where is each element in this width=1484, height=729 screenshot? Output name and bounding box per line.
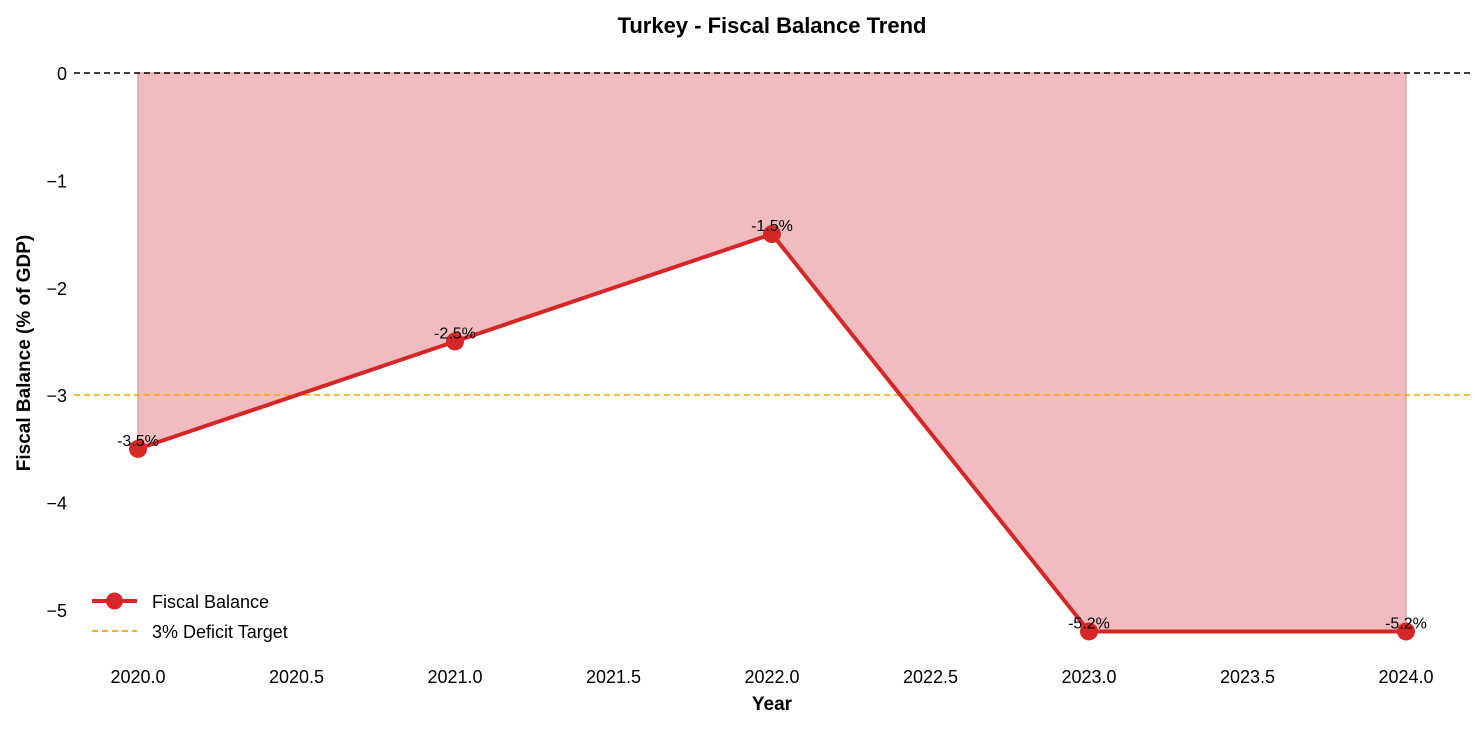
fiscal-balance-fill-area [137, 72, 1407, 633]
y-tick-label: −2 [46, 279, 67, 299]
x-tick-label: 2022.0 [744, 667, 799, 687]
legend-item-fiscal-balance: Fiscal Balance [92, 592, 269, 612]
data-points: -3.5% -2.5% -1.5% -5.2% -5.2% [117, 218, 1427, 641]
data-point-marker [446, 332, 464, 351]
y-tick-label: −4 [46, 494, 67, 514]
legend: Fiscal Balance 3% Deficit Target [92, 592, 288, 642]
x-tick-label: 2021.5 [586, 667, 641, 687]
legend-item-deficit-target: 3% Deficit Target [92, 622, 288, 642]
legend-label: Fiscal Balance [152, 592, 269, 612]
x-axis-label: Year [752, 694, 793, 715]
legend-label: 3% Deficit Target [152, 622, 288, 642]
y-tick-label: −5 [46, 601, 67, 621]
data-point-marker [1397, 622, 1415, 641]
y-axis-label: Fiscal Balance (% of GDP) [14, 235, 35, 472]
x-tick-label: 2021.0 [427, 667, 482, 687]
data-point-label: -2.5% [434, 326, 476, 343]
x-tick-label: 2023.5 [1220, 667, 1275, 687]
legend-marker-icon [106, 592, 123, 610]
x-axis-ticks: 2020.0 2020.5 2021.0 2021.5 2022.0 2022.5 2023… [110, 667, 1433, 687]
data-point-label: -5.2% [1068, 615, 1110, 632]
y-tick-label: −1 [46, 171, 67, 191]
x-tick-label: 2024.0 [1378, 667, 1433, 687]
y-tick-label: −3 [46, 386, 67, 406]
y-tick-label: 0 [57, 64, 67, 84]
x-tick-label: 2023.0 [1061, 667, 1116, 687]
data-point-label: -1.5% [751, 218, 793, 235]
chart-title: Turkey - Fiscal Balance Trend [618, 13, 927, 38]
data-point-marker [763, 225, 781, 244]
x-tick-label: 2022.5 [903, 667, 958, 687]
data-point-marker [1080, 622, 1098, 641]
data-point-label: -3.5% [117, 433, 159, 450]
x-tick-label: 2020.5 [269, 667, 324, 687]
y-axis-ticks: 0 −1 −2 −3 −4 −5 [46, 64, 67, 621]
data-point-marker [129, 439, 147, 458]
data-point-label: -5.2% [1385, 615, 1427, 632]
x-tick-label: 2020.0 [110, 667, 165, 687]
